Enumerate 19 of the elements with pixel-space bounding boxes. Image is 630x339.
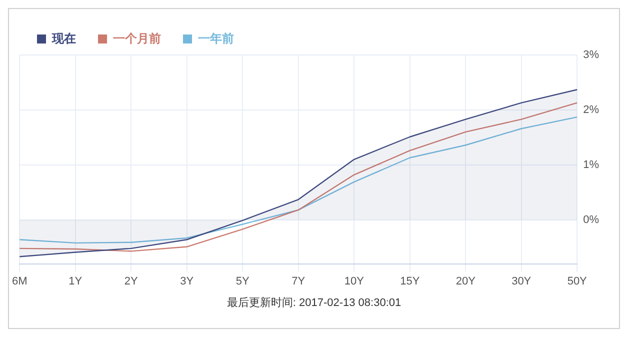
- text: 最后更新时间: 2017-02-13 08:30:01: [226, 296, 402, 310]
- x-tick-label: 30Y: [512, 275, 532, 288]
- x-tick-label: 3Y: [180, 275, 194, 288]
- y-tick-label: 1%: [583, 158, 600, 171]
- legend-label: 一年前: [198, 31, 234, 46]
- x-tick-label: 15Y: [400, 275, 420, 288]
- y-tick-label: 0%: [583, 214, 600, 226]
- y-tick-label: 2%: [583, 104, 600, 116]
- y-tick-label: 3%: [583, 49, 600, 62]
- x-tick-label: 50Y: [567, 275, 588, 288]
- x-tick-label: 2Y: [124, 275, 139, 288]
- legend-label: 现在: [51, 31, 76, 46]
- x-tick-label: 6M: [12, 275, 28, 288]
- x-tick-label: 10Y: [344, 275, 365, 288]
- legend-label: 一个月前: [113, 31, 161, 46]
- x-tick-label: 20Y: [456, 275, 476, 288]
- x-tick-label: 5Y: [236, 275, 250, 288]
- x-tick-label: 7Y: [292, 275, 306, 288]
- x-tick-label: 1Y: [68, 275, 83, 288]
